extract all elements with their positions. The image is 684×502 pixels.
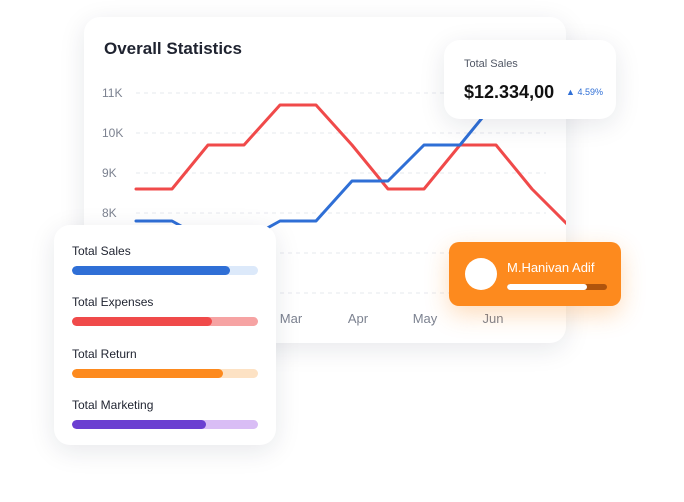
metric-label: Total Sales <box>72 244 131 258</box>
metric-total-return: Total Return <box>72 347 258 378</box>
chart-title: Overall Statistics <box>104 39 242 58</box>
sales-change-badge: ▲ 4.59% <box>566 87 603 97</box>
x-tick-label: May <box>413 311 438 326</box>
metric-label: Total Expenses <box>72 295 154 309</box>
metric-total-expenses: Total Expenses <box>72 295 258 326</box>
metric-progress-track <box>72 369 258 378</box>
series-line-blue <box>134 99 534 243</box>
metric-progress-track <box>72 420 258 429</box>
y-tick-label: 10K <box>102 126 123 140</box>
metric-progress-fill <box>72 266 231 275</box>
x-tick-label: Mar <box>280 311 303 326</box>
metric-progress-fill <box>72 317 212 326</box>
x-tick-label: Apr <box>348 311 369 326</box>
metric-progress-fill <box>72 369 223 378</box>
y-tick-label: 9K <box>102 166 117 180</box>
series-line-red <box>134 103 566 226</box>
total-sales-card: Total Sales $12.334,00 ▲ 4.59% <box>444 40 616 119</box>
x-tick-label: Jun <box>483 311 504 326</box>
user-progress-bar <box>507 284 607 290</box>
metric-progress-track <box>72 317 258 326</box>
avatar <box>465 258 497 290</box>
total-sales-value: $12.334,00 <box>464 82 555 102</box>
metric-progress-fill <box>72 420 206 429</box>
sales-change-value: 4.59% <box>577 87 603 97</box>
metric-total-marketing: Total Marketing <box>72 398 258 429</box>
total-sales-label: Total Sales <box>464 58 518 70</box>
y-tick-label: 11K <box>102 86 122 100</box>
metric-total-sales: Total Sales <box>72 244 258 275</box>
y-tick-label: 8K <box>102 206 117 220</box>
user-progress-fill <box>507 284 587 290</box>
user-name: M.Hanivan Adif <box>507 260 595 275</box>
triangle-up-icon: ▲ <box>566 87 575 97</box>
metric-label: Total Marketing <box>72 398 154 412</box>
metric-progress-track <box>72 266 258 275</box>
user-card[interactable]: M.Hanivan Adif <box>449 242 621 306</box>
summary-card: Total Sales Total Expenses Total Return … <box>54 225 276 445</box>
metric-label: Total Return <box>72 347 137 361</box>
